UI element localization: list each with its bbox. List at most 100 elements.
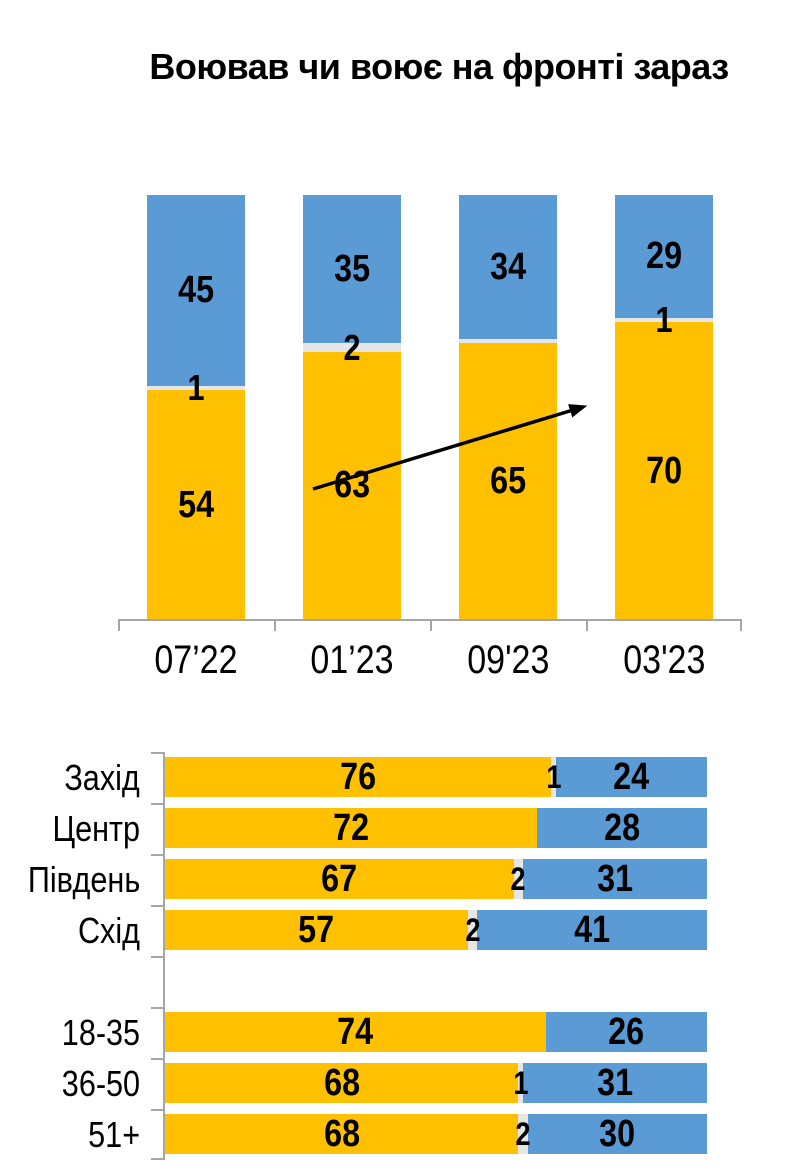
- y-axis-tick-3: [151, 905, 163, 907]
- x-axis-tick-0: [118, 621, 120, 631]
- y-axis-tick-2: [151, 854, 163, 856]
- bar-row-2: Південь 67 2 31: [0, 854, 786, 905]
- yellow-segment: 72: [165, 808, 537, 848]
- value-label-blue: 41: [574, 909, 611, 951]
- blue-segment: 34: [459, 195, 557, 340]
- blue-segment: 30: [527, 1113, 708, 1155]
- gray-middle-segment: 2: [515, 1114, 531, 1154]
- x-axis-line: [118, 619, 742, 631]
- column-cell-1: 35 2 63: [274, 195, 430, 619]
- y-axis-tick-7: [151, 1109, 163, 1111]
- y-axis-tick-0: [151, 752, 163, 754]
- value-label-yellow: 63: [334, 464, 370, 507]
- value-label-yellow: 76: [340, 756, 377, 798]
- x-tick-label-text: 01’23: [310, 638, 394, 682]
- value-label-blue: 34: [490, 246, 526, 289]
- bar-row-category-label: 18-35: [0, 1007, 140, 1058]
- yellow-segment: 70: [615, 322, 713, 619]
- bar-row-category-label: Схід: [0, 905, 140, 956]
- bar-row-category-text: Схід: [77, 909, 140, 951]
- x-axis-tick-2: [430, 621, 432, 631]
- bar-row-1: Центр 72 28: [0, 803, 786, 854]
- gray-middle-segment: 2: [465, 910, 481, 950]
- stacked-column-1: 35 2 63: [303, 195, 401, 619]
- bar-row-5: 18-35 74 26: [0, 1007, 786, 1058]
- value-label-blue: 30: [599, 1113, 636, 1155]
- blue-segment: 35: [303, 195, 401, 344]
- x-tick-label-2: 09'23: [430, 637, 586, 683]
- bar-row-category-label: Захід: [0, 752, 140, 803]
- x-tick-label-0: 07’22: [118, 637, 274, 683]
- value-label-middle: 1: [655, 299, 673, 341]
- stacked-bar-6: 68 1 31: [165, 1062, 708, 1104]
- blue-segment: 41: [477, 910, 707, 950]
- yellow-segment: 65: [459, 343, 557, 619]
- yellow-segment: 63: [303, 351, 401, 619]
- gray-middle-segment: 1: [147, 369, 245, 405]
- gray-middle-segment: 2: [303, 329, 401, 365]
- value-label-yellow: 68: [323, 1113, 360, 1155]
- bar-row-3: Схід 57 2 41: [0, 905, 786, 956]
- y-axis-tick-6: [151, 1058, 163, 1060]
- value-label-yellow: 72: [332, 807, 369, 849]
- bar-row-category-label: Південь: [0, 854, 140, 905]
- x-axis-labels: 07’22 01’23 09'23 03'23: [118, 637, 742, 683]
- bar-row-category-text: 51+: [88, 1113, 140, 1155]
- y-axis-tick-1: [151, 803, 163, 805]
- blue-segment: 24: [556, 757, 707, 797]
- blue-segment: 26: [545, 1012, 707, 1052]
- stacked-column-3: 29 1 70: [615, 195, 713, 619]
- bar-row-category-label: Центр: [0, 803, 140, 854]
- bar-row-category-label: [0, 956, 140, 1007]
- gray-middle-segment: 1: [615, 302, 713, 338]
- yellow-segment: 54: [147, 390, 245, 619]
- value-label-yellow: 54: [178, 483, 214, 526]
- value-label-middle: 1: [513, 1065, 529, 1101]
- gray-middle-segment: 1: [513, 1063, 528, 1103]
- bar-row-category-text: Центр: [52, 807, 140, 849]
- value-label-yellow: 70: [646, 449, 682, 492]
- stacked-bar-3: 57 2 41: [165, 910, 707, 950]
- blue-segment: 31: [522, 1062, 708, 1104]
- value-label-blue: 45: [178, 269, 214, 312]
- value-label-middle: 1: [546, 759, 562, 795]
- wave-column-chart-columns: 45 1 54 35 2 63 34 65 29 1 70: [118, 195, 742, 619]
- x-axis-tick-4: [740, 621, 742, 631]
- value-label-yellow: 65: [490, 460, 526, 503]
- y-axis-tick-5: [151, 1007, 163, 1009]
- stacked-bar-2: 67 2 31: [165, 858, 708, 900]
- value-label-middle: 2: [510, 861, 526, 897]
- value-label-yellow: 68: [323, 1062, 360, 1104]
- x-tick-label-1: 01’23: [274, 637, 430, 683]
- y-axis-line: [151, 752, 165, 1160]
- column-cell-0: 45 1 54: [118, 195, 274, 619]
- stacked-bar-5: 74 26: [165, 1012, 707, 1052]
- x-axis-tick-3: [586, 621, 588, 631]
- yellow-segment: 74: [165, 1012, 546, 1052]
- y-axis-tick-8: [151, 1158, 163, 1160]
- value-label-yellow: 67: [321, 858, 358, 900]
- bar-row-category-label: 51+: [0, 1109, 140, 1160]
- y-axis-tick-4: [151, 956, 163, 958]
- yellow-segment: 68: [165, 1113, 519, 1155]
- value-label-blue: 28: [603, 807, 640, 849]
- bar-row-category-label: 36-50: [0, 1058, 140, 1109]
- bar-row-0: Захід 76 1 24: [0, 752, 786, 803]
- bar-row-category-text: Південь: [27, 858, 140, 900]
- value-label-blue: 31: [596, 1062, 633, 1104]
- value-label-middle: 2: [515, 1116, 531, 1152]
- wave-column-chart: 45 1 54 35 2 63 34 65 29 1 70: [118, 195, 742, 619]
- stacked-column-2: 34 65: [459, 195, 557, 619]
- x-tick-label-3: 03'23: [586, 637, 742, 683]
- x-axis-tick-1: [274, 621, 276, 631]
- group-bar-chart: Захід 76 1 24 Центр 72 28 Південь 67 2 31 Схід 57 2 41…: [0, 752, 786, 1160]
- value-label-blue: 29: [646, 235, 682, 278]
- bar-row-7: 51+ 68 2 30: [0, 1109, 786, 1160]
- column-cell-3: 29 1 70: [586, 195, 742, 619]
- blue-segment: 28: [536, 807, 707, 849]
- blue-segment: 29: [615, 195, 713, 318]
- yellow-segment: 57: [165, 910, 469, 950]
- bar-row-4: [0, 956, 786, 1007]
- value-label-middle: 2: [465, 912, 481, 948]
